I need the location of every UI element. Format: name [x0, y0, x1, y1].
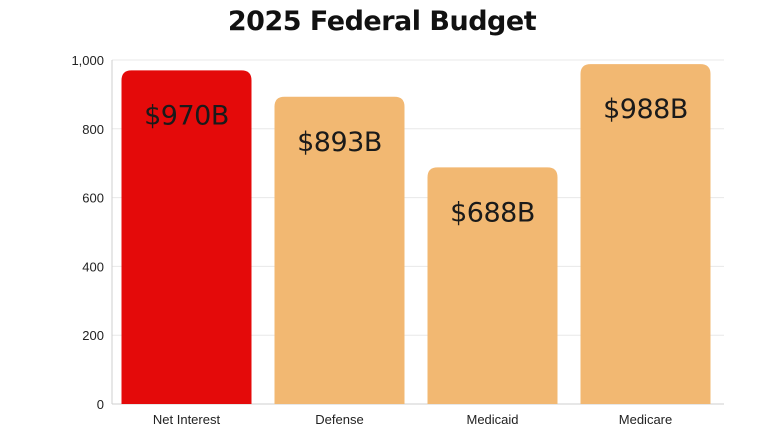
- x-tick-label: Medicaid: [466, 412, 518, 427]
- chart-title: 2025 Federal Budget: [227, 6, 537, 37]
- labels: $970B Net Interest $893B Defense $688B Medica…: [144, 94, 688, 427]
- y-tick-label: 1,000: [71, 53, 104, 68]
- data-label: $988B: [603, 94, 688, 125]
- x-tick-label: Medicare: [619, 412, 672, 427]
- data-label: $893B: [297, 127, 382, 158]
- axes: 0 200 400 600 800 1,000: [71, 53, 724, 412]
- bar-medicaid: [427, 167, 558, 404]
- y-tick-label: 0: [97, 397, 104, 412]
- x-tick-label: Net Interest: [153, 412, 221, 427]
- y-tick-label: 200: [82, 328, 104, 343]
- bar-medicare: [580, 64, 711, 405]
- bar-net-interest: [121, 70, 252, 404]
- y-tick-label: 400: [82, 259, 104, 274]
- y-tick-label: 600: [82, 191, 104, 206]
- data-label: $688B: [450, 197, 535, 228]
- x-tick-label: Defense: [315, 412, 363, 427]
- bars: [121, 64, 711, 405]
- bar-defense: [274, 96, 405, 405]
- data-label: $970B: [144, 100, 229, 131]
- y-tick-label: 800: [82, 122, 104, 137]
